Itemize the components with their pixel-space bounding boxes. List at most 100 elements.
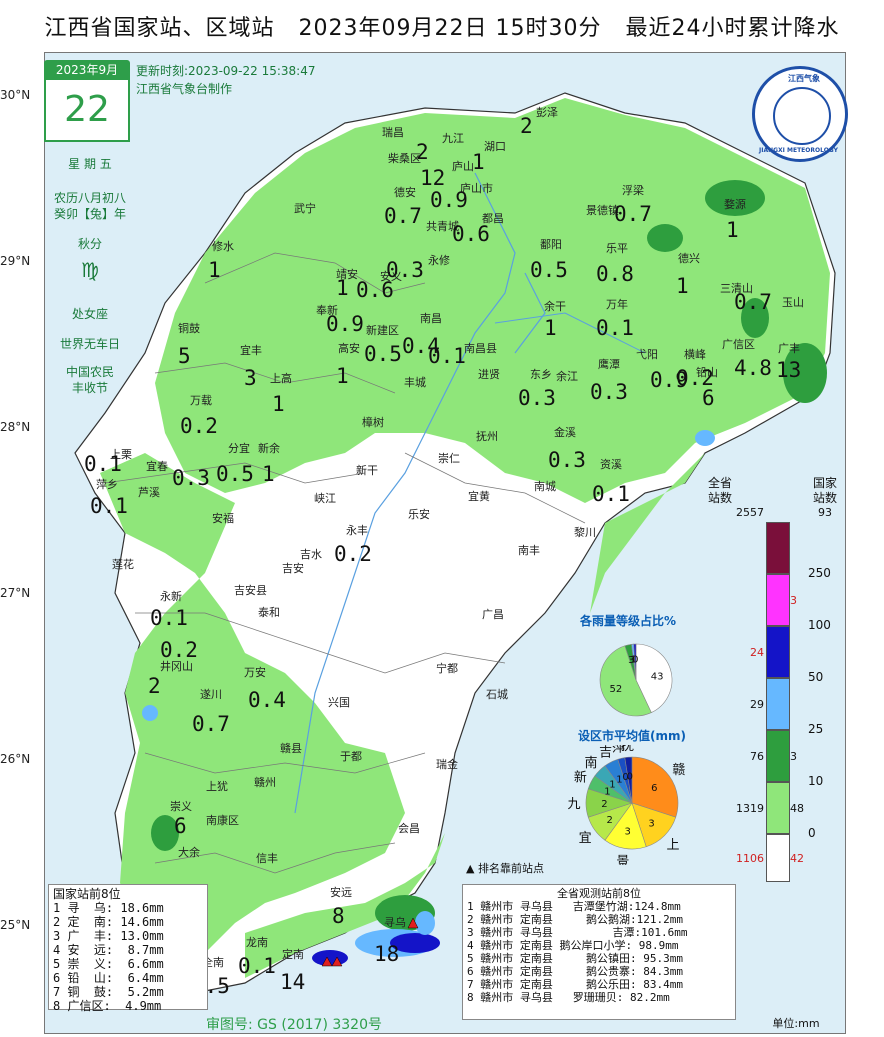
map-title: 江西省国家站、区域站 2023年09月22日 15时30分 最近24小时累计降水 xyxy=(44,16,840,41)
pie-city-label: 吉 xyxy=(599,745,612,760)
place-label: 宜春 xyxy=(146,460,168,473)
pie-city-label: 萍 xyxy=(612,745,625,756)
place-label: 广丰 xyxy=(778,342,800,355)
rainfall-value: 1 xyxy=(208,258,221,282)
pie-city-label: 上 xyxy=(667,838,680,853)
pie-value-label: 1 xyxy=(631,654,637,665)
lat-28: 28°N xyxy=(0,420,31,434)
place-label: 金溪 xyxy=(554,426,576,439)
rainfall-value: 1 xyxy=(676,274,689,298)
place-label: 宜丰 xyxy=(240,344,262,357)
place-label: 铜鼓 xyxy=(178,322,200,335)
place-label: 大余 xyxy=(178,846,200,859)
pie-city-label: 九 xyxy=(567,797,580,812)
rainfall-value: 1 xyxy=(726,218,739,242)
place-label: 广信区 xyxy=(722,338,755,351)
rank-row: 5 赣州市 定南县 鹅公镇田: 95.3mm xyxy=(467,952,683,965)
lat-25: 25°N xyxy=(0,918,31,932)
rainfall-value: 0.7 xyxy=(384,204,422,228)
place-label: 武宁 xyxy=(294,202,316,215)
place-label: 会昌 xyxy=(398,822,420,835)
pie-value-label: 2 xyxy=(606,815,612,826)
place-label: 新干 xyxy=(356,464,378,477)
rainfall-value: 5 xyxy=(178,344,191,368)
rank-row: 5 崇 义: 6.6mm xyxy=(53,957,164,971)
pie-city-label: 景 xyxy=(616,854,629,865)
rainfall-value: 2 xyxy=(416,140,429,164)
place-label: 上高 xyxy=(270,372,292,385)
place-label: 宁都 xyxy=(436,662,458,675)
rainfall-value: 13 xyxy=(776,358,802,382)
place-label: 萍乡 xyxy=(96,478,118,491)
rainfall-value: 2 xyxy=(520,114,533,138)
rainfall-value: 18 xyxy=(374,942,400,966)
rainfall-value: 0.9 xyxy=(326,312,364,336)
rainfall-value: 1 xyxy=(544,316,557,340)
rainfall-value: 3 xyxy=(244,366,257,390)
logo-cn: 江西气象 xyxy=(788,74,820,83)
pie-value-label: 3 xyxy=(624,826,630,837)
rainfall-value: 0.4 xyxy=(402,334,440,358)
place-label: 铅山 xyxy=(696,366,718,379)
place-label: 新余 xyxy=(258,442,280,455)
place-label: 永新 xyxy=(160,590,182,603)
rainfall-value: 6 xyxy=(174,814,187,838)
pie-value-label: 3 xyxy=(648,819,654,830)
legend-swatch xyxy=(766,626,790,678)
rank-row: 2 赣州市 定南县 鹅公鹅湖:121.2mm xyxy=(467,913,683,926)
place-label: 高安 xyxy=(338,342,360,355)
place-label: 丰城 xyxy=(404,376,426,389)
place-label: 黎川 xyxy=(574,526,596,539)
rainfall-value: 1 xyxy=(262,462,275,486)
legend-count-national: 3 xyxy=(790,750,797,763)
legend-swatch xyxy=(766,730,790,782)
rainfall-value: 0.7 xyxy=(192,712,230,736)
rainfall-value: 0.2 xyxy=(160,638,198,662)
place-label: 莲花 xyxy=(112,558,134,571)
place-label: 广昌 xyxy=(482,608,504,621)
rainfall-value: 0.1 xyxy=(84,452,122,476)
place-label: 庐山 xyxy=(452,160,474,173)
legend-swatch xyxy=(766,678,790,730)
rank-row: 4 安 远: 8.7mm xyxy=(53,943,164,957)
pie2-title: 设区市平均值(mm) xyxy=(578,729,686,743)
place-label: 鹰潭 xyxy=(598,358,620,371)
place-label: 南昌县 xyxy=(464,342,497,355)
legend-count-national: 3 xyxy=(790,594,797,607)
legend-threshold: 25 xyxy=(808,722,824,736)
place-label: 东乡 xyxy=(530,368,552,381)
place-label: 永丰 xyxy=(346,524,368,537)
pie-value-label: 43 xyxy=(651,671,664,682)
calendar-card: 2023年9月 22 xyxy=(44,60,130,142)
rainfall-value: 6 xyxy=(702,386,715,410)
place-label: 崇仁 xyxy=(438,452,460,465)
place-label: 安远 xyxy=(330,886,352,899)
place-label: 泰和 xyxy=(258,606,280,619)
place-label: 瑞昌 xyxy=(382,126,404,139)
lat-26: 26°N xyxy=(0,752,31,766)
rainfall-value: 0.5 xyxy=(530,258,568,282)
place-label: 崇义 xyxy=(170,800,192,813)
pie-city-label: 抚 xyxy=(621,745,634,754)
rainfall-value: 0.3 xyxy=(590,380,628,404)
legend-threshold: 10 xyxy=(808,774,824,788)
pie-value-label: 0 xyxy=(627,771,633,782)
update-producer: 江西省气象台制作 xyxy=(136,82,233,96)
legend-unit: 单位:mm xyxy=(772,1017,820,1030)
place-label: 彭泽 xyxy=(536,106,558,119)
calendar-zodiac: 处女座 xyxy=(71,307,108,321)
place-label: 峡江 xyxy=(314,492,336,505)
legend-threshold: 100 xyxy=(808,618,831,632)
rank-row: 3 广 丰: 13.0mm xyxy=(53,929,164,943)
legend-swatch xyxy=(766,574,790,626)
rainfall-value: 0.7 xyxy=(614,202,652,226)
rank-row: 6 赣州市 定南县 鹅公贵寨: 84.3mm xyxy=(467,965,683,978)
place-label: 万安 xyxy=(244,666,266,679)
rank-row: 2 定 南: 14.6mm xyxy=(53,915,164,929)
place-label: 上栗 xyxy=(110,448,132,461)
rainfall-value: 1 xyxy=(336,364,349,388)
pie2-chart: 6 赣 3 上 3 景 2 宜 2 九 1 新 1 南 1 吉 0 萍 0 抚 xyxy=(567,745,685,865)
place-label: 湖口 xyxy=(484,140,506,153)
review-number: 审图号: GS (2017) 3320号 xyxy=(206,1017,382,1033)
pie-city-label: 南 xyxy=(584,755,597,771)
